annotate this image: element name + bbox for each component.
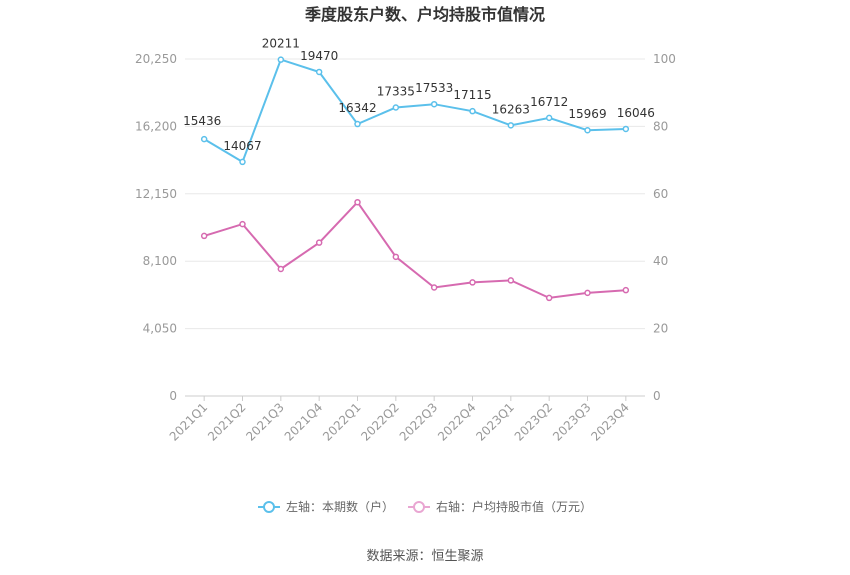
x-tick-label: 2021Q1 xyxy=(167,400,211,444)
legend-item-right[interactable]: 右轴：户均持股市值（万元） xyxy=(408,499,592,514)
data-label: 17335 xyxy=(377,85,415,99)
legend-marker-right xyxy=(413,501,425,513)
data-point xyxy=(507,277,515,284)
data-point xyxy=(354,198,361,206)
source-note: 数据来源：恒生聚源 xyxy=(366,549,483,564)
x-axis: 2021Q12021Q22021Q32021Q42022Q12022Q22022… xyxy=(167,396,632,444)
right-axis: 0 20 40 60 80 100 xyxy=(653,52,676,403)
grid xyxy=(185,58,645,397)
y-tick-right: 40 xyxy=(653,254,668,268)
data-point xyxy=(392,253,400,261)
data-point xyxy=(277,265,285,273)
y-tick-left: 0 xyxy=(169,389,177,403)
data-label: 16046 xyxy=(617,106,655,120)
y-tick-right: 60 xyxy=(653,187,668,201)
x-tick-label: 2022Q3 xyxy=(397,400,441,444)
data-point xyxy=(469,279,476,286)
data-point xyxy=(239,158,246,166)
data-point xyxy=(239,220,246,228)
legend-label-right: 右轴：户均持股市值（万元） xyxy=(436,499,592,514)
data-label: 17533 xyxy=(415,81,453,95)
y-tick-right: 20 xyxy=(653,322,668,336)
data-point xyxy=(584,289,591,297)
data-point xyxy=(469,107,476,115)
data-point xyxy=(315,239,323,246)
x-tick-label: 2023Q1 xyxy=(473,400,517,444)
y-tick-right: 0 xyxy=(653,389,661,403)
left-axis: 0 4,050 8,100 12,150 16,200 20,250 xyxy=(135,52,177,403)
legend-marker-left xyxy=(263,501,275,513)
data-label: 15436 xyxy=(183,114,221,128)
y-tick-left: 12,150 xyxy=(135,187,177,201)
y-tick-left: 16,200 xyxy=(135,119,177,133)
data-point xyxy=(622,286,630,294)
x-tick-label: 2022Q4 xyxy=(435,400,479,444)
legend-label-left: 左轴：本期数（户） xyxy=(286,499,394,514)
data-label: 14067 xyxy=(223,139,261,153)
data-label: 16263 xyxy=(492,102,530,116)
data-point xyxy=(354,120,361,128)
data-point xyxy=(392,104,400,111)
chart-title: 季度股东户数、户均持股市值情况 xyxy=(304,5,545,24)
data-point xyxy=(545,114,553,122)
y-tick-left: 20,250 xyxy=(135,52,177,66)
data-label: 19470 xyxy=(300,49,338,63)
data-label: 16342 xyxy=(338,101,376,115)
y-tick-right: 80 xyxy=(653,119,668,133)
y-tick-left: 4,050 xyxy=(143,322,177,336)
x-tick-label: 2023Q4 xyxy=(588,400,632,444)
y-tick-right: 100 xyxy=(653,52,676,66)
x-tick-label: 2021Q4 xyxy=(282,400,326,444)
x-tick-label: 2021Q3 xyxy=(243,400,287,444)
data-point xyxy=(507,122,515,129)
x-tick-label: 2022Q1 xyxy=(320,400,364,444)
data-point xyxy=(200,232,208,240)
data-point xyxy=(584,126,591,134)
x-tick-label: 2023Q2 xyxy=(512,400,556,444)
legend[interactable]: 左轴：本期数（户） 右轴：户均持股市值（万元） xyxy=(258,499,592,514)
legend-item-left[interactable]: 左轴：本期数（户） xyxy=(258,499,394,514)
x-tick-label: 2022Q2 xyxy=(358,400,402,444)
data-point xyxy=(430,284,438,291)
x-tick-label: 2021Q2 xyxy=(205,400,249,444)
data-point xyxy=(315,68,323,76)
data-label: 16712 xyxy=(530,95,568,109)
data-label: 20211 xyxy=(262,37,300,51)
data-point xyxy=(545,294,553,302)
x-tick-label: 2023Q3 xyxy=(550,400,594,444)
y-tick-left: 8,100 xyxy=(143,254,177,268)
data-point xyxy=(430,100,438,108)
data-label: 17115 xyxy=(453,88,491,102)
series-line-0 xyxy=(203,58,626,164)
data-point xyxy=(277,56,285,63)
data-label: 15969 xyxy=(568,107,606,121)
data-point xyxy=(200,135,208,143)
data-point xyxy=(622,125,630,133)
series-line-1 xyxy=(203,200,626,299)
